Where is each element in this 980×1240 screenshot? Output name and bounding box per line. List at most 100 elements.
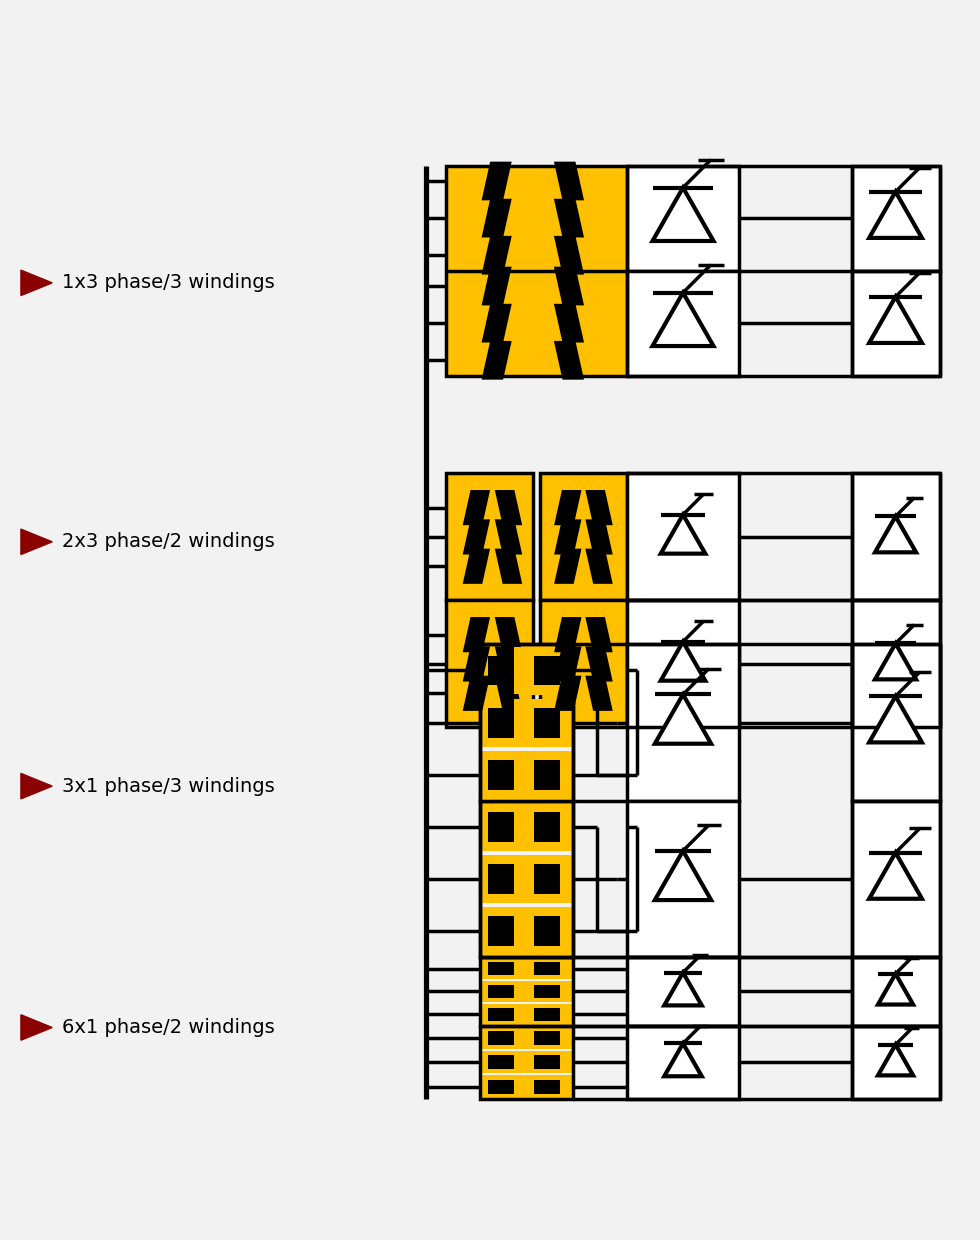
- Bar: [534, 708, 560, 738]
- Polygon shape: [481, 236, 512, 274]
- Bar: [480, 698, 573, 746]
- Polygon shape: [554, 161, 584, 201]
- Bar: [480, 1027, 573, 1049]
- Bar: [488, 1055, 514, 1069]
- Polygon shape: [481, 198, 512, 238]
- Polygon shape: [481, 161, 512, 201]
- Bar: [514, 908, 534, 955]
- Bar: [534, 916, 560, 946]
- Polygon shape: [554, 236, 584, 274]
- Bar: [514, 959, 534, 978]
- Bar: [627, 474, 739, 600]
- Bar: [534, 656, 560, 686]
- Bar: [514, 699, 534, 745]
- Text: 1x3 phase/3 windings: 1x3 phase/3 windings: [62, 273, 274, 293]
- Bar: [488, 656, 514, 686]
- Bar: [488, 708, 514, 738]
- Polygon shape: [463, 676, 490, 711]
- Polygon shape: [463, 490, 490, 526]
- Bar: [627, 270, 739, 376]
- Polygon shape: [495, 676, 522, 711]
- Bar: [480, 981, 573, 1002]
- Polygon shape: [875, 644, 916, 680]
- Bar: [540, 474, 627, 600]
- Bar: [627, 957, 739, 1025]
- Polygon shape: [585, 548, 612, 584]
- Bar: [480, 906, 573, 955]
- Polygon shape: [554, 198, 584, 238]
- Bar: [488, 760, 514, 790]
- Polygon shape: [585, 520, 612, 554]
- Bar: [534, 1055, 560, 1069]
- Bar: [534, 1080, 560, 1094]
- Polygon shape: [21, 270, 52, 295]
- Bar: [446, 166, 627, 376]
- Polygon shape: [21, 774, 52, 799]
- Bar: [480, 801, 573, 957]
- Polygon shape: [875, 516, 916, 552]
- Text: 2x3 phase/2 windings: 2x3 phase/2 windings: [62, 532, 274, 552]
- Bar: [446, 474, 533, 600]
- Bar: [534, 812, 560, 842]
- Polygon shape: [585, 618, 612, 652]
- Bar: [488, 1080, 514, 1094]
- Bar: [852, 957, 940, 1025]
- Polygon shape: [585, 676, 612, 711]
- Bar: [852, 270, 940, 376]
- Bar: [480, 1052, 573, 1074]
- Bar: [480, 645, 573, 957]
- Polygon shape: [869, 853, 922, 899]
- Polygon shape: [481, 304, 512, 342]
- Bar: [852, 645, 940, 801]
- Polygon shape: [463, 520, 490, 554]
- Bar: [514, 751, 534, 797]
- Bar: [534, 962, 560, 975]
- Bar: [488, 1008, 514, 1021]
- Polygon shape: [495, 490, 522, 526]
- Bar: [627, 600, 739, 728]
- Polygon shape: [21, 529, 52, 554]
- Polygon shape: [481, 341, 512, 379]
- Bar: [446, 166, 627, 376]
- Bar: [480, 1075, 573, 1097]
- Bar: [627, 801, 739, 957]
- Bar: [627, 1025, 739, 1099]
- Bar: [514, 856, 534, 901]
- Polygon shape: [869, 192, 922, 238]
- Polygon shape: [664, 972, 702, 1006]
- Polygon shape: [495, 646, 522, 682]
- Bar: [488, 812, 514, 842]
- Bar: [534, 1030, 560, 1045]
- Bar: [480, 645, 573, 801]
- Polygon shape: [554, 646, 581, 682]
- Bar: [480, 802, 573, 851]
- Bar: [852, 166, 940, 270]
- Bar: [514, 982, 534, 1001]
- Bar: [852, 474, 940, 600]
- Polygon shape: [495, 520, 522, 554]
- Bar: [480, 750, 573, 799]
- Polygon shape: [869, 696, 922, 743]
- Polygon shape: [661, 641, 706, 681]
- Text: 3x1 phase/3 windings: 3x1 phase/3 windings: [62, 776, 274, 796]
- Bar: [514, 1004, 534, 1023]
- Bar: [488, 985, 514, 998]
- Polygon shape: [463, 618, 490, 652]
- Bar: [540, 600, 627, 728]
- Bar: [627, 645, 739, 801]
- Polygon shape: [554, 267, 584, 305]
- Bar: [534, 1008, 560, 1021]
- Polygon shape: [653, 187, 713, 241]
- Polygon shape: [463, 548, 490, 584]
- Polygon shape: [585, 646, 612, 682]
- Bar: [488, 864, 514, 894]
- Polygon shape: [585, 490, 612, 526]
- Bar: [534, 760, 560, 790]
- Polygon shape: [495, 618, 522, 652]
- Polygon shape: [554, 341, 584, 379]
- Bar: [480, 1025, 573, 1099]
- Bar: [852, 600, 940, 728]
- Polygon shape: [495, 548, 522, 584]
- Polygon shape: [463, 646, 490, 682]
- Polygon shape: [554, 490, 581, 526]
